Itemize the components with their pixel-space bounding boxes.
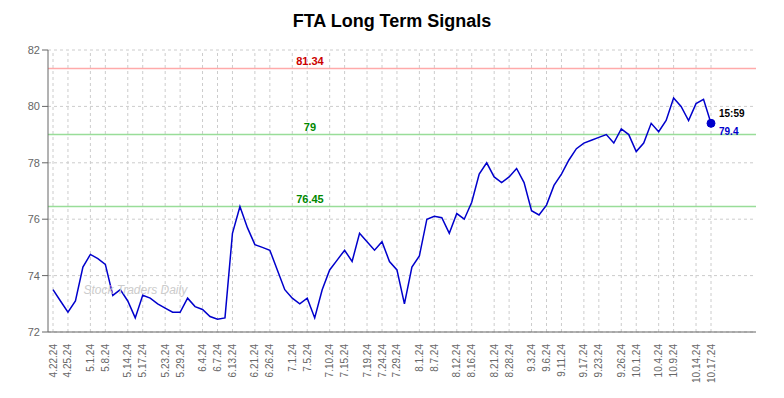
svg-text:9.11.24: 9.11.24 [556, 344, 567, 377]
svg-text:5.17.24: 5.17.24 [137, 344, 148, 378]
svg-text:9.3.24: 9.3.24 [526, 344, 537, 372]
svg-text:8.16.24: 8.16.24 [466, 344, 477, 378]
svg-text:10.17.24: 10.17.24 [706, 344, 717, 383]
svg-text:7.5.24: 7.5.24 [302, 344, 313, 372]
svg-text:6.4.24: 6.4.24 [197, 344, 208, 372]
svg-text:9.6.24: 9.6.24 [541, 344, 552, 372]
svg-text:7.10.24: 7.10.24 [324, 344, 335, 378]
html-text:Stock Traders Daily: Stock Traders Daily [83, 282, 188, 297]
svg-text:79.4: 79.4 [719, 126, 739, 137]
svg-text:8.12.24: 8.12.24 [451, 344, 462, 378]
svg-text:9.17.24: 9.17.24 [578, 344, 589, 378]
svg-text:10.14.24: 10.14.24 [691, 344, 702, 383]
svg-text:7.24.24: 7.24.24 [377, 344, 388, 378]
svg-text:9.23.24: 9.23.24 [593, 344, 604, 378]
svg-text:7.29.24: 7.29.24 [391, 344, 402, 378]
svg-text:5.1.24: 5.1.24 [85, 344, 96, 372]
svg-text:82: 82 [28, 44, 40, 56]
svg-text:72: 72 [28, 326, 40, 338]
svg-text:15:59: 15:59 [719, 108, 745, 119]
svg-text:8.1.24: 8.1.24 [414, 344, 425, 372]
svg-text:10.4.24: 10.4.24 [653, 344, 664, 378]
svg-text:7.19.24: 7.19.24 [362, 344, 373, 378]
svg-text:8.21.24: 8.21.24 [489, 344, 500, 378]
svg-text:78: 78 [28, 157, 40, 169]
svg-text:5.29.24: 5.29.24 [175, 344, 186, 378]
svg-text:81.34: 81.34 [296, 55, 324, 67]
svg-text:4.22.24: 4.22.24 [48, 344, 59, 378]
svg-text:5.23.24: 5.23.24 [160, 344, 171, 378]
svg-text:6.26.24: 6.26.24 [264, 344, 275, 378]
svg-text:76: 76 [28, 213, 40, 225]
svg-text:6.7.24: 6.7.24 [212, 344, 223, 372]
svg-text:7.15.24: 7.15.24 [339, 344, 350, 378]
svg-text:4.25.24: 4.25.24 [62, 344, 73, 378]
svg-text:7.1.24: 7.1.24 [287, 344, 298, 372]
svg-text:9.26.24: 9.26.24 [616, 344, 627, 378]
svg-text:10.1.24: 10.1.24 [631, 344, 642, 378]
svg-text:10.9.24: 10.9.24 [668, 344, 679, 378]
svg-text:6.21.24: 6.21.24 [249, 344, 260, 378]
svg-text:80: 80 [28, 100, 40, 112]
html-text:FTA Long Term Signals: FTA Long Term Signals [292, 11, 492, 31]
svg-text:79: 79 [304, 121, 316, 133]
svg-text:76.45: 76.45 [296, 193, 324, 205]
svg-text:8.7.24: 8.7.24 [429, 344, 440, 372]
svg-text:5.14.24: 5.14.24 [122, 344, 133, 378]
svg-text:74: 74 [28, 270, 40, 282]
svg-text:8.28.24: 8.28.24 [504, 344, 515, 378]
svg-text:5.8.24: 5.8.24 [100, 344, 111, 372]
svg-text:6.13.24: 6.13.24 [227, 344, 238, 378]
